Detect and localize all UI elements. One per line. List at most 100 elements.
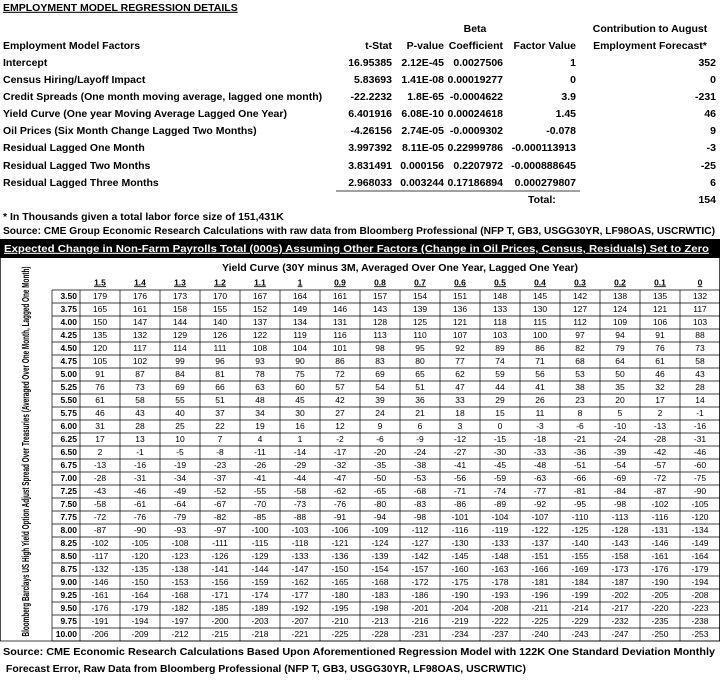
table-cell: -57: [654, 460, 667, 470]
table-cell: 65: [415, 369, 425, 379]
table-cell: -215: [211, 629, 228, 639]
table-cell: -157: [411, 564, 428, 574]
table-cell: -102: [91, 538, 108, 548]
table-cell: -97: [214, 525, 227, 535]
table-cell: 2: [98, 447, 103, 457]
column-header: P-value: [407, 40, 445, 52]
table-cell: -184: [571, 577, 588, 587]
table-cell: -165: [331, 577, 348, 587]
factor-name: Yield Curve (One year Moving Average Lag…: [3, 108, 287, 120]
table-cell: 121: [453, 317, 467, 327]
table-cell: 26: [535, 395, 545, 405]
table-cell: 146: [333, 304, 347, 314]
table-cell: -59: [494, 473, 507, 483]
table-cell: -35: [374, 460, 387, 470]
table-cell: 61: [95, 395, 105, 405]
factor-value: -0.078: [546, 125, 576, 137]
row-label: 9.00: [60, 577, 77, 587]
table-cell: 28: [135, 421, 145, 431]
table-cell: 144: [173, 317, 187, 327]
table-cell: -132: [91, 564, 108, 574]
table-cell: -116: [452, 525, 469, 535]
table-cell: -60: [694, 460, 707, 470]
table-cell: -126: [211, 551, 228, 561]
table-cell: -76: [134, 512, 147, 522]
factor-name: Census Hiring/Layoff Impact: [3, 74, 146, 86]
column-header: Factor Value: [514, 40, 577, 52]
table-cell: -92: [534, 499, 547, 509]
table-cell: -131: [651, 525, 668, 535]
table-cell: -196: [531, 590, 548, 600]
table-cell: 125: [413, 317, 427, 327]
table-cell: -67: [214, 499, 227, 509]
row-label: 8.75: [60, 564, 77, 574]
factor-value: 6.401916: [348, 108, 392, 120]
column-title: Yield Curve (30Y minus 3M, Averaged Over…: [222, 262, 578, 274]
table-cell: -69: [614, 473, 627, 483]
table-cell: -208: [491, 603, 508, 613]
table-cell: -137: [531, 538, 548, 548]
table-cell: -158: [611, 551, 628, 561]
table-cell: -58: [294, 486, 307, 496]
column-label: 0.3: [574, 277, 586, 287]
column-label: 0.7: [414, 277, 426, 287]
table-cell: -155: [571, 551, 588, 561]
title-bar: [0, 239, 720, 258]
table-cell: -47: [334, 473, 347, 483]
table-cell: 131: [333, 317, 347, 327]
table-cell: -122: [531, 525, 548, 535]
table-cell: -61: [134, 499, 147, 509]
table-cell: -237: [491, 629, 508, 639]
table-cell: 134: [293, 317, 307, 327]
table-cell: -234: [451, 629, 468, 639]
factor-value: 6: [710, 177, 716, 189]
table-cell: 101: [333, 343, 347, 353]
table-cell: 96: [215, 356, 225, 366]
table-cell: -228: [371, 629, 388, 639]
table-cell: -197: [171, 616, 188, 626]
table-cell: -161: [91, 590, 108, 600]
table-cell: -156: [211, 577, 228, 587]
table-cell: -55: [254, 486, 267, 496]
factor-value: 6.08E-10: [401, 108, 444, 120]
table-cell: -180: [331, 590, 348, 600]
table-cell: -49: [174, 486, 187, 496]
table-cell: -198: [371, 603, 388, 613]
factor-value: 1.8E-65: [407, 91, 444, 103]
table-cell: -133: [491, 538, 508, 548]
factor-name: Intercept: [3, 57, 48, 69]
table-cell: -3: [536, 421, 544, 431]
factor-value: 2.968033: [348, 177, 392, 189]
table-cell: -90: [694, 486, 707, 496]
table-cell: -56: [454, 473, 467, 483]
table-cell: -173: [611, 564, 628, 574]
table-cell: 33: [455, 395, 465, 405]
table-cell: 73: [135, 382, 145, 392]
table-cell: -143: [611, 538, 628, 548]
table-cell: -164: [691, 551, 708, 561]
table-cell: 88: [695, 330, 705, 340]
table-cell: -86: [454, 499, 467, 509]
table-cell: 119: [293, 330, 307, 340]
table-cell: -102: [651, 499, 668, 509]
factor-value: 1.41E-08: [401, 74, 444, 86]
column-label: 0.1: [654, 277, 666, 287]
table-cell: 148: [493, 291, 507, 301]
table-cell: 155: [213, 304, 227, 314]
table-title: Expected Change in Non-Farm Payrolls Tot…: [4, 243, 709, 255]
table-cell: -141: [211, 564, 228, 574]
factor-value: 1: [570, 57, 576, 69]
table-cell: 121: [653, 304, 667, 314]
table-cell: -162: [291, 577, 308, 587]
table-cell: 133: [493, 304, 507, 314]
factor-value: 8.11E-05: [402, 142, 444, 154]
table-cell: -63: [534, 473, 547, 483]
note: * In Thousands given a total labor force…: [3, 211, 284, 223]
row-label: 6.75: [60, 460, 77, 470]
factor-value: 0: [570, 74, 576, 86]
table-cell: 66: [215, 382, 225, 392]
table-cell: -46: [694, 447, 707, 457]
table-cell: -98: [614, 499, 627, 509]
table-cell: -101: [451, 512, 468, 522]
table-cell: -190: [651, 577, 668, 587]
